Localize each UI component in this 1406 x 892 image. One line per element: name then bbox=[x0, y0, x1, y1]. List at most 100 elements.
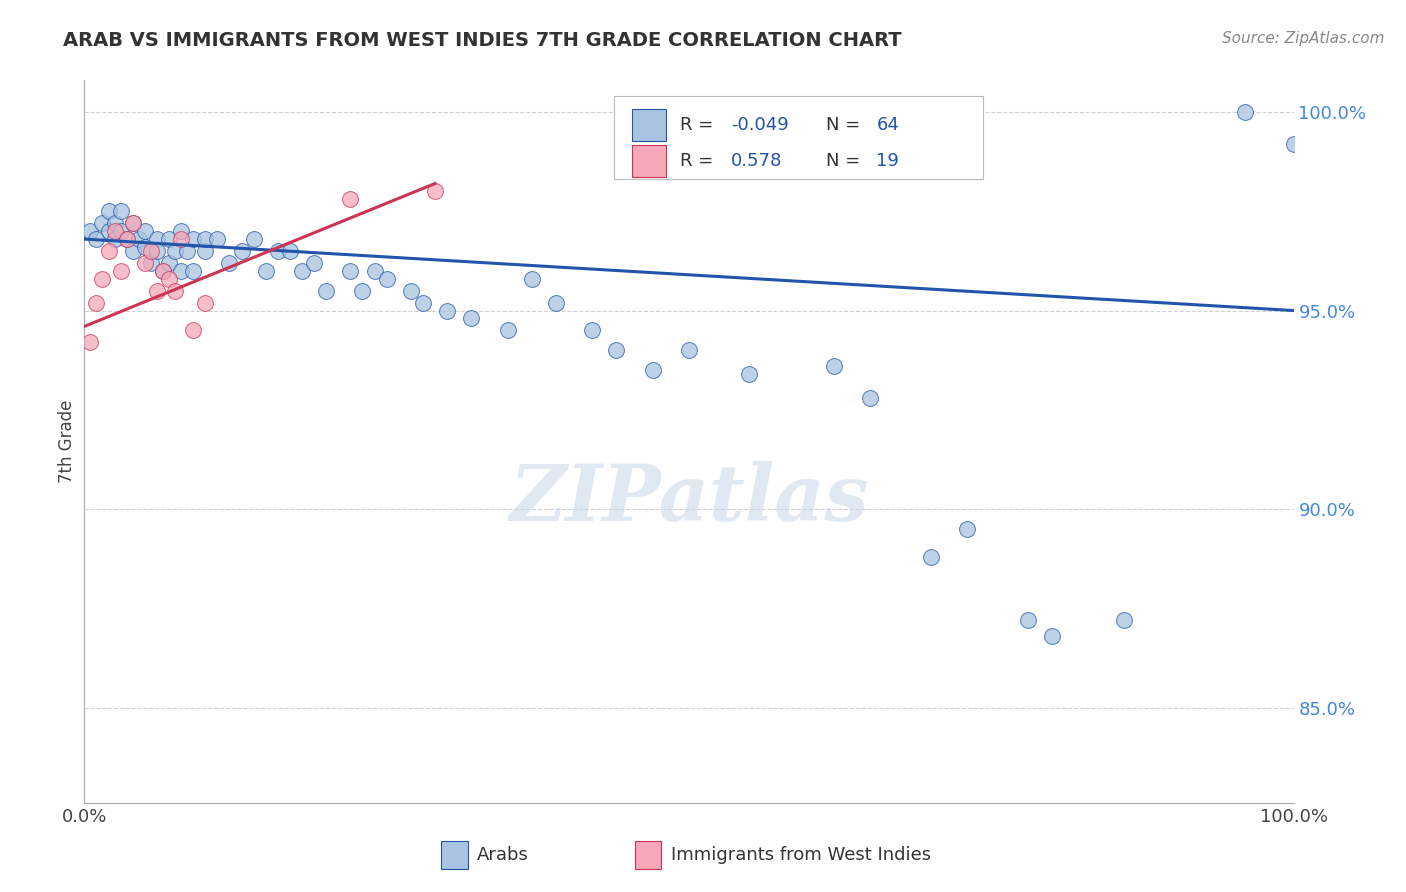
Point bbox=[115, 232, 138, 246]
Text: N =: N = bbox=[825, 116, 860, 134]
Point bbox=[278, 244, 301, 258]
Text: Source: ZipAtlas.com: Source: ZipAtlas.com bbox=[1222, 31, 1385, 46]
Point bbox=[352, 284, 374, 298]
Text: -0.049: -0.049 bbox=[731, 116, 789, 134]
Point bbox=[146, 284, 169, 298]
Point bbox=[146, 244, 169, 258]
Point bbox=[97, 244, 120, 258]
Point bbox=[339, 264, 361, 278]
Point bbox=[1040, 629, 1063, 643]
Text: 19: 19 bbox=[876, 153, 900, 170]
Point bbox=[859, 391, 882, 405]
Point bbox=[399, 284, 422, 298]
Point bbox=[520, 272, 543, 286]
Point bbox=[436, 303, 458, 318]
Point bbox=[339, 193, 361, 207]
Point bbox=[91, 216, 114, 230]
Point bbox=[110, 224, 132, 238]
Point bbox=[641, 363, 664, 377]
Point bbox=[194, 244, 217, 258]
Point bbox=[157, 256, 180, 270]
Point bbox=[823, 359, 845, 373]
Point bbox=[121, 244, 143, 258]
Point bbox=[91, 272, 114, 286]
Point bbox=[302, 256, 325, 270]
Point bbox=[291, 264, 314, 278]
Point bbox=[375, 272, 398, 286]
Text: R =: R = bbox=[681, 153, 714, 170]
Point bbox=[920, 549, 942, 564]
Text: N =: N = bbox=[825, 153, 860, 170]
Point bbox=[79, 224, 101, 238]
Point bbox=[1282, 136, 1305, 151]
Point bbox=[170, 232, 193, 246]
Point bbox=[165, 244, 187, 258]
Point bbox=[181, 264, 204, 278]
Point bbox=[104, 232, 127, 246]
Text: 64: 64 bbox=[876, 116, 900, 134]
Point bbox=[86, 295, 108, 310]
Point bbox=[1017, 613, 1039, 627]
Point bbox=[544, 295, 567, 310]
Point bbox=[1234, 105, 1257, 120]
Point bbox=[97, 224, 120, 238]
Text: Arabs: Arabs bbox=[478, 846, 529, 863]
Point bbox=[242, 232, 264, 246]
Point bbox=[207, 232, 229, 246]
Point bbox=[165, 284, 187, 298]
Point bbox=[412, 295, 434, 310]
Point bbox=[110, 204, 132, 219]
FancyBboxPatch shape bbox=[633, 145, 666, 178]
Point bbox=[115, 232, 138, 246]
Point bbox=[176, 244, 198, 258]
Point bbox=[121, 216, 143, 230]
Point bbox=[134, 256, 156, 270]
Point bbox=[678, 343, 700, 358]
FancyBboxPatch shape bbox=[614, 96, 983, 179]
Point bbox=[254, 264, 277, 278]
Point bbox=[605, 343, 627, 358]
Point bbox=[134, 240, 156, 254]
Point bbox=[423, 185, 446, 199]
Text: ZIPatlas: ZIPatlas bbox=[509, 461, 869, 538]
Point bbox=[738, 367, 761, 381]
Point bbox=[956, 522, 979, 536]
Point bbox=[79, 335, 101, 350]
Point bbox=[181, 232, 204, 246]
Point bbox=[157, 272, 180, 286]
Point bbox=[152, 264, 174, 278]
Point bbox=[581, 323, 603, 337]
Point bbox=[170, 264, 193, 278]
Point bbox=[231, 244, 253, 258]
Point bbox=[170, 224, 193, 238]
Point bbox=[121, 216, 143, 230]
Point bbox=[267, 244, 290, 258]
Text: R =: R = bbox=[681, 116, 714, 134]
Point bbox=[128, 232, 150, 246]
Text: ARAB VS IMMIGRANTS FROM WEST INDIES 7TH GRADE CORRELATION CHART: ARAB VS IMMIGRANTS FROM WEST INDIES 7TH … bbox=[63, 31, 901, 50]
Text: Immigrants from West Indies: Immigrants from West Indies bbox=[671, 846, 931, 863]
FancyBboxPatch shape bbox=[633, 109, 666, 141]
Point bbox=[157, 232, 180, 246]
Point bbox=[218, 256, 240, 270]
Point bbox=[139, 256, 162, 270]
Point bbox=[146, 232, 169, 246]
Point bbox=[139, 244, 162, 258]
Y-axis label: 7th Grade: 7th Grade bbox=[58, 400, 76, 483]
Point bbox=[315, 284, 337, 298]
FancyBboxPatch shape bbox=[441, 841, 468, 869]
Text: 0.578: 0.578 bbox=[731, 153, 783, 170]
Point bbox=[460, 311, 482, 326]
Point bbox=[363, 264, 385, 278]
Point bbox=[110, 264, 132, 278]
FancyBboxPatch shape bbox=[634, 841, 661, 869]
Point bbox=[1114, 613, 1136, 627]
Point bbox=[104, 216, 127, 230]
Point bbox=[104, 224, 127, 238]
Point bbox=[181, 323, 204, 337]
Point bbox=[496, 323, 519, 337]
Point bbox=[97, 204, 120, 219]
Point bbox=[134, 224, 156, 238]
Point bbox=[194, 232, 217, 246]
Point bbox=[194, 295, 217, 310]
